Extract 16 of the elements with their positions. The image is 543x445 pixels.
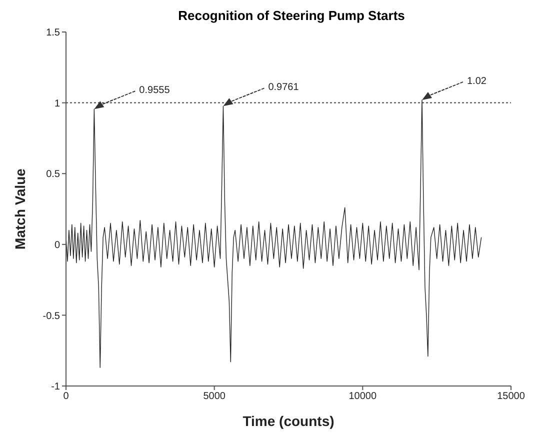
x-axis-title: Time (counts) — [242, 413, 334, 429]
annotation: 0.9761 — [268, 82, 300, 94]
y-tick-label: -1 — [51, 382, 60, 393]
x-tick-label: 5000 — [203, 391, 226, 402]
chart-title: Recognition of Steering Pump Starts — [177, 8, 406, 25]
y-tick-label: 1 — [54, 98, 60, 110]
y-tick-label: 0 — [54, 240, 60, 251]
x-tick-label: 15000 — [497, 391, 526, 402]
y-axis-title: Match Value — [12, 168, 28, 250]
annotation: 1.02 — [467, 76, 487, 87]
annotation: 0.9555 — [139, 85, 170, 96]
x-tick-label: 0 — [63, 391, 70, 402]
x-tick-label: 10000 — [348, 391, 378, 402]
y-tick-label: 1.5 — [46, 28, 60, 39]
y-tick-label: -0.5 — [42, 310, 60, 322]
y-tick-label: 0.5 — [46, 169, 60, 180]
